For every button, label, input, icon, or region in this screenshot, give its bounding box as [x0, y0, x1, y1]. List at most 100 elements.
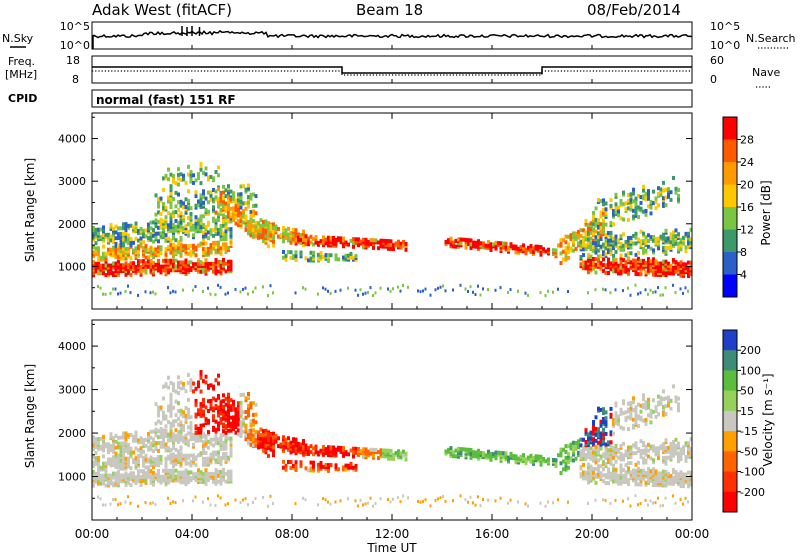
data-cell	[292, 446, 295, 451]
data-cell	[162, 205, 165, 210]
data-cell	[187, 407, 190, 412]
data-cell	[347, 253, 350, 258]
data-cell	[567, 465, 570, 470]
data-cell	[592, 257, 595, 261]
beam-title: Beam 18	[356, 1, 423, 19]
data-cell	[197, 380, 200, 385]
ground-scatter-cell	[682, 291, 684, 295]
data-cell	[614, 415, 618, 420]
data-cell	[399, 241, 403, 246]
data-cell	[139, 475, 143, 480]
data-cell	[114, 439, 118, 444]
data-cell	[664, 228, 668, 233]
data-cell	[682, 451, 685, 456]
colorbar-swatch	[723, 274, 737, 298]
data-cell	[119, 473, 123, 478]
data-cell	[177, 250, 180, 255]
data-cell	[377, 456, 380, 460]
data-cell	[264, 219, 268, 224]
data-cell	[177, 213, 180, 218]
data-cell	[124, 483, 128, 488]
data-cell	[174, 447, 178, 452]
data-cell	[137, 250, 140, 255]
data-cell	[254, 203, 258, 208]
data-cell	[334, 253, 338, 258]
data-cell	[297, 442, 300, 446]
data-cell	[189, 260, 193, 265]
data-cell	[352, 237, 355, 242]
data-cell	[689, 260, 693, 265]
data-cell	[582, 237, 585, 242]
data-cell	[197, 468, 200, 473]
data-cell	[637, 237, 640, 242]
data-cell	[229, 212, 233, 217]
data-cell	[559, 261, 563, 265]
data-cell	[122, 247, 125, 251]
data-cell	[339, 236, 343, 241]
data-cell	[207, 190, 210, 195]
data-cell	[587, 451, 590, 455]
ground-scatter-cell	[379, 286, 382, 290]
data-cell	[654, 483, 658, 488]
data-cell	[214, 427, 218, 432]
ground-scatter-cell	[424, 498, 427, 502]
data-cell	[164, 173, 168, 178]
data-cell	[212, 197, 215, 202]
data-cell	[587, 436, 590, 441]
data-cell	[609, 261, 613, 266]
cpid-value: normal (fast) 151 RF	[96, 93, 236, 107]
data-cell	[539, 462, 543, 467]
ground-scatter-cell	[654, 501, 657, 505]
data-cell	[177, 433, 180, 438]
data-cell	[602, 242, 605, 247]
data-cell	[317, 252, 320, 257]
ground-scatter-cell	[102, 292, 104, 296]
data-cell	[309, 450, 313, 455]
data-cell	[594, 432, 598, 437]
data-cell	[334, 238, 338, 242]
data-cell	[639, 243, 643, 248]
data-cell	[269, 233, 273, 238]
y-tick-label: 4000	[58, 340, 86, 353]
ground-scatter-cell	[639, 291, 642, 295]
data-cell	[197, 225, 200, 230]
ground-scatter-cell	[124, 289, 127, 293]
data-cell	[464, 238, 468, 242]
data-cell	[129, 223, 133, 228]
data-cell	[124, 272, 128, 277]
data-cell	[652, 444, 655, 449]
freq-panel: Freq. [MHz] 18 8 60 0 Nave	[5, 54, 780, 88]
data-cell	[184, 244, 188, 249]
data-cell	[209, 228, 213, 233]
data-cell	[174, 204, 178, 209]
data-cell	[129, 272, 133, 277]
data-cell	[217, 473, 220, 478]
data-cell	[169, 188, 173, 193]
data-cell	[169, 191, 173, 196]
data-cell	[204, 474, 208, 478]
data-cell	[177, 246, 180, 251]
data-cell	[377, 240, 380, 245]
data-cell	[619, 269, 623, 274]
data-cell	[137, 263, 140, 268]
data-cell	[137, 454, 140, 459]
data-cell	[149, 429, 153, 434]
data-cell	[629, 207, 633, 212]
data-cell	[99, 473, 103, 478]
data-cell	[122, 435, 125, 440]
data-cell	[522, 453, 525, 458]
data-cell	[127, 446, 130, 451]
ground-scatter-cell	[322, 497, 324, 500]
data-cell	[624, 449, 628, 454]
data-cell	[589, 227, 593, 232]
data-cell	[177, 452, 180, 457]
data-cell	[604, 252, 608, 257]
data-cell	[207, 230, 210, 235]
data-cell	[644, 470, 648, 475]
data-cell	[172, 419, 175, 424]
data-cell	[189, 453, 193, 458]
data-cell	[664, 195, 668, 200]
data-cell	[159, 474, 163, 479]
data-cell	[94, 471, 98, 476]
data-cell	[659, 234, 663, 239]
